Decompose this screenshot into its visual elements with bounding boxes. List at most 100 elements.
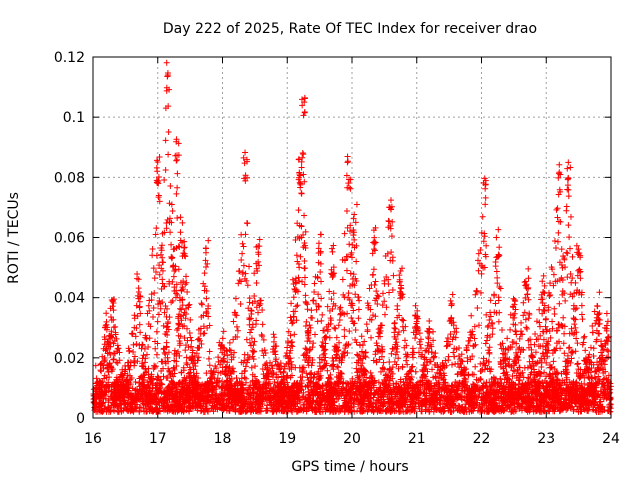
data-point [174,170,181,177]
data-point [386,218,393,225]
data-point [139,398,146,405]
data-point [440,408,447,415]
data-point [186,301,193,308]
data-point [155,192,162,199]
data-points [90,59,614,415]
data-point [300,112,307,119]
data-point [389,254,396,261]
data-point [115,345,122,352]
data-point [343,208,350,215]
data-point [248,364,255,371]
data-point [206,399,213,406]
data-point [365,406,372,413]
data-point [184,289,191,296]
data-point [270,331,277,338]
data-point [297,184,304,191]
data-point [598,381,605,388]
data-point [392,325,399,332]
data-point [233,375,240,382]
data-point [242,375,249,382]
data-point [153,406,160,413]
data-point [291,331,298,338]
data-point [173,157,180,164]
data-point [345,290,352,297]
data-point [155,311,162,318]
data-point [139,341,146,348]
data-point [179,219,186,226]
data-point [319,408,326,415]
data-point [293,303,300,310]
data-point [546,408,553,415]
data-point [195,354,202,361]
data-point [370,271,377,278]
data-point [350,232,357,239]
data-point [448,382,455,389]
data-point [170,273,177,280]
data-point [198,300,205,307]
data-point [239,240,246,247]
data-point [356,297,363,304]
data-point [352,291,359,298]
data-point [299,278,306,285]
data-point [173,190,180,197]
data-point [206,348,213,355]
data-point [130,341,137,348]
data-point [135,289,142,296]
data-point [496,408,503,415]
data-point [409,345,416,352]
data-point [324,367,331,374]
data-point [381,298,388,305]
data-point [390,272,397,279]
data-point [293,252,300,259]
data-point [449,361,456,368]
data-point [205,302,212,309]
data-point [215,354,222,361]
data-point [164,323,171,330]
data-point [375,347,382,354]
data-point [561,396,568,403]
data-point [341,333,348,340]
data-point [162,303,169,310]
data-point [301,281,308,288]
data-point [232,295,239,302]
data-point [341,408,348,415]
data-point [329,248,336,255]
data-point [160,259,167,266]
data-point [349,254,356,261]
data-point [271,379,278,386]
data-point [186,329,193,336]
data-point [344,159,351,166]
data-point [159,254,166,261]
data-point [336,317,343,324]
data-point [349,375,356,382]
data-point [399,265,406,272]
data-point [177,214,184,221]
data-point [308,362,315,369]
data-point [379,290,386,297]
data-point [242,149,249,156]
data-point [240,262,247,269]
data-point [399,364,406,371]
data-point [205,355,212,362]
data-point [312,331,319,338]
data-point [388,197,395,204]
data-point [249,371,256,378]
data-point [422,406,429,413]
data-point [159,358,166,365]
data-point [302,228,309,235]
data-point [289,276,296,283]
data-point [160,373,167,380]
data-point [244,351,251,358]
data-point [194,357,201,364]
data-point [431,382,438,389]
data-point [311,280,318,287]
data-point [385,280,392,287]
data-point [318,317,325,324]
data-point [154,318,161,325]
data-point [174,184,181,191]
data-point [188,337,195,344]
data-point [199,301,206,308]
data-point [153,351,160,358]
data-point [546,401,553,408]
data-point [300,151,307,158]
